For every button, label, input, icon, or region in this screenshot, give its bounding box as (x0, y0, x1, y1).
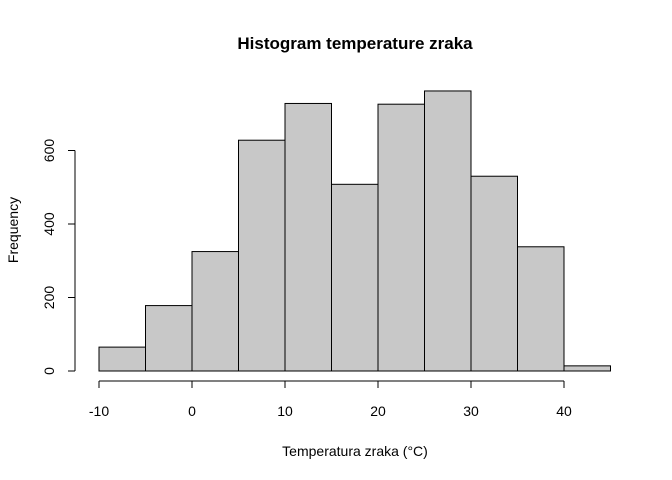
y-tick-label: 200 (41, 286, 57, 310)
x-tick-label: 0 (188, 403, 196, 419)
histogram-bar (377, 103, 425, 372)
bars-group (98, 90, 611, 372)
x-tick-label: -10 (89, 403, 109, 419)
x-axis-label: Temperatura zraka (°C) (282, 443, 428, 459)
x-tick-label: 30 (463, 403, 479, 419)
histogram-bar (563, 365, 611, 372)
histogram-bar (238, 139, 286, 372)
chart-title: Histogram temperature zraka (237, 34, 473, 53)
histogram-bar (98, 346, 146, 372)
y-axis-label: Frequency (5, 197, 21, 263)
y-tick-label: 400 (41, 212, 57, 236)
histogram-bar (517, 246, 565, 372)
histogram-bar (145, 305, 193, 372)
x-axis: -10 0 10 20 30 40 (89, 380, 572, 419)
histogram-bar (424, 90, 472, 372)
histogram-bar (191, 251, 239, 372)
histogram-bar (331, 183, 379, 372)
histogram-bar (470, 175, 518, 372)
y-axis: 0 200 400 600 (41, 139, 76, 375)
y-tick-label: 0 (41, 367, 57, 375)
x-tick-label: 20 (370, 403, 386, 419)
x-tick-label: 10 (277, 403, 293, 419)
x-tick-label: 40 (556, 403, 572, 419)
histogram-bar (284, 102, 332, 372)
y-tick-label: 600 (41, 139, 57, 163)
